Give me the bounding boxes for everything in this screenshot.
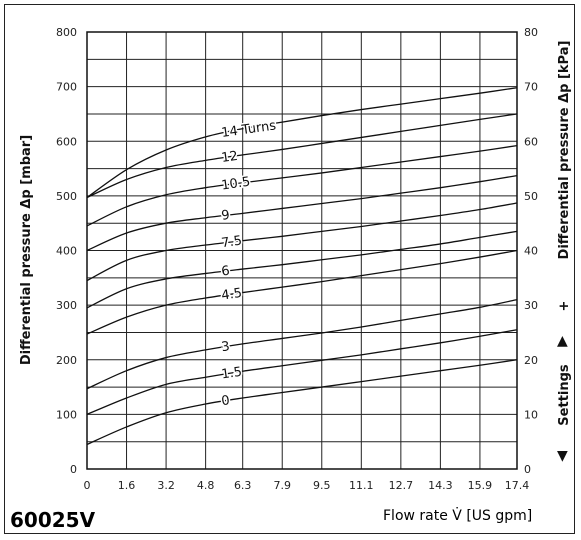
y-tick-label-right: 30 <box>524 299 538 312</box>
y-tick-label-left: 0 <box>70 463 77 476</box>
y-axis-title-left: Differential pressure Δp [mbar] <box>19 135 34 365</box>
y-tick-label-right: 70 <box>524 81 538 94</box>
y-tick-label-right: 50 <box>524 190 538 203</box>
curve-label: 3 <box>220 339 230 355</box>
chart-frame <box>4 4 575 534</box>
series-line-1.5 <box>86 329 518 415</box>
curve-label: 4.5 <box>220 286 243 304</box>
x-tick-label: 1.6 <box>118 479 136 492</box>
y-tick-label-left: 600 <box>56 135 77 148</box>
x-tick-label: 15.9 <box>468 479 493 492</box>
x-tick-label: 9.5 <box>313 479 331 492</box>
y-axis-title-right: Differential pressure Δp [kPa] <box>557 41 572 260</box>
y-tick-label-right: 0 <box>524 463 531 476</box>
settings-down-arrow: ▼ <box>557 448 568 464</box>
curve-label: 12 <box>220 149 238 166</box>
series-line-7.5 <box>86 202 518 282</box>
x-tick-label: 3.2 <box>157 479 175 492</box>
x-tick-label: 7.9 <box>273 479 291 492</box>
y-tick-label-left: 300 <box>56 299 77 312</box>
curve-label: 14 Turns <box>220 118 277 141</box>
series-line-9 <box>86 175 518 252</box>
settings-up-arrow: ▲ <box>557 333 568 349</box>
x-tick-label: 11.1 <box>349 479 374 492</box>
curve-labels: 0 1.5 3 4.5 6 7.5 9 10.5 12 14 Turns <box>219 117 279 411</box>
series-lines <box>86 87 518 446</box>
series-line-6 <box>86 230 518 309</box>
series-line-0 <box>86 359 518 446</box>
series-line-4.5 <box>86 249 518 335</box>
y-tick-label-right: 10 <box>524 408 538 421</box>
curve-label: 6 <box>220 264 230 280</box>
y-tick-label-left: 500 <box>56 190 77 203</box>
y-tick-label-left: 800 <box>56 26 77 39</box>
series-line-12 <box>86 113 518 199</box>
curve-label: 1.5 <box>220 365 243 383</box>
x-tick-label: 14.3 <box>428 479 453 492</box>
y-tick-label-left: 400 <box>56 245 77 258</box>
x-tick-label: 17.4 <box>505 479 530 492</box>
y-tick-label-right: 60 <box>524 135 538 148</box>
series-line-3 <box>86 299 518 390</box>
settings-label: Settings <box>557 364 572 426</box>
y-tick-label-right: 20 <box>524 354 538 367</box>
y-tick-label-left: 200 <box>56 354 77 367</box>
curve-label: 9 <box>220 208 230 224</box>
y-tick-label-right: 40 <box>524 245 538 258</box>
curve-label: 0 <box>220 393 230 409</box>
x-tick-label: 0 <box>84 479 91 492</box>
series-line-14-turns <box>86 87 518 199</box>
x-tick-label: 4.8 <box>197 479 215 492</box>
y-tick-label-left: 700 <box>56 81 77 94</box>
x-tick-label: 12.7 <box>389 479 414 492</box>
settings-plus: + <box>557 301 572 312</box>
y-tick-label-left: 100 <box>56 408 77 421</box>
y-tick-label-right: 80 <box>524 26 538 39</box>
curve-label: 10.5 <box>220 175 251 194</box>
series-line-10.5 <box>86 144 518 227</box>
x-tick-label: 6.3 <box>234 479 252 492</box>
x-axis-title: Flow rate V̇ [US gpm] <box>383 508 533 524</box>
tick-labels: 0100200300400500600700800010203040506070… <box>56 26 538 492</box>
curve-label: 7.5 <box>220 233 243 251</box>
model-number: 60025V <box>10 508 96 532</box>
